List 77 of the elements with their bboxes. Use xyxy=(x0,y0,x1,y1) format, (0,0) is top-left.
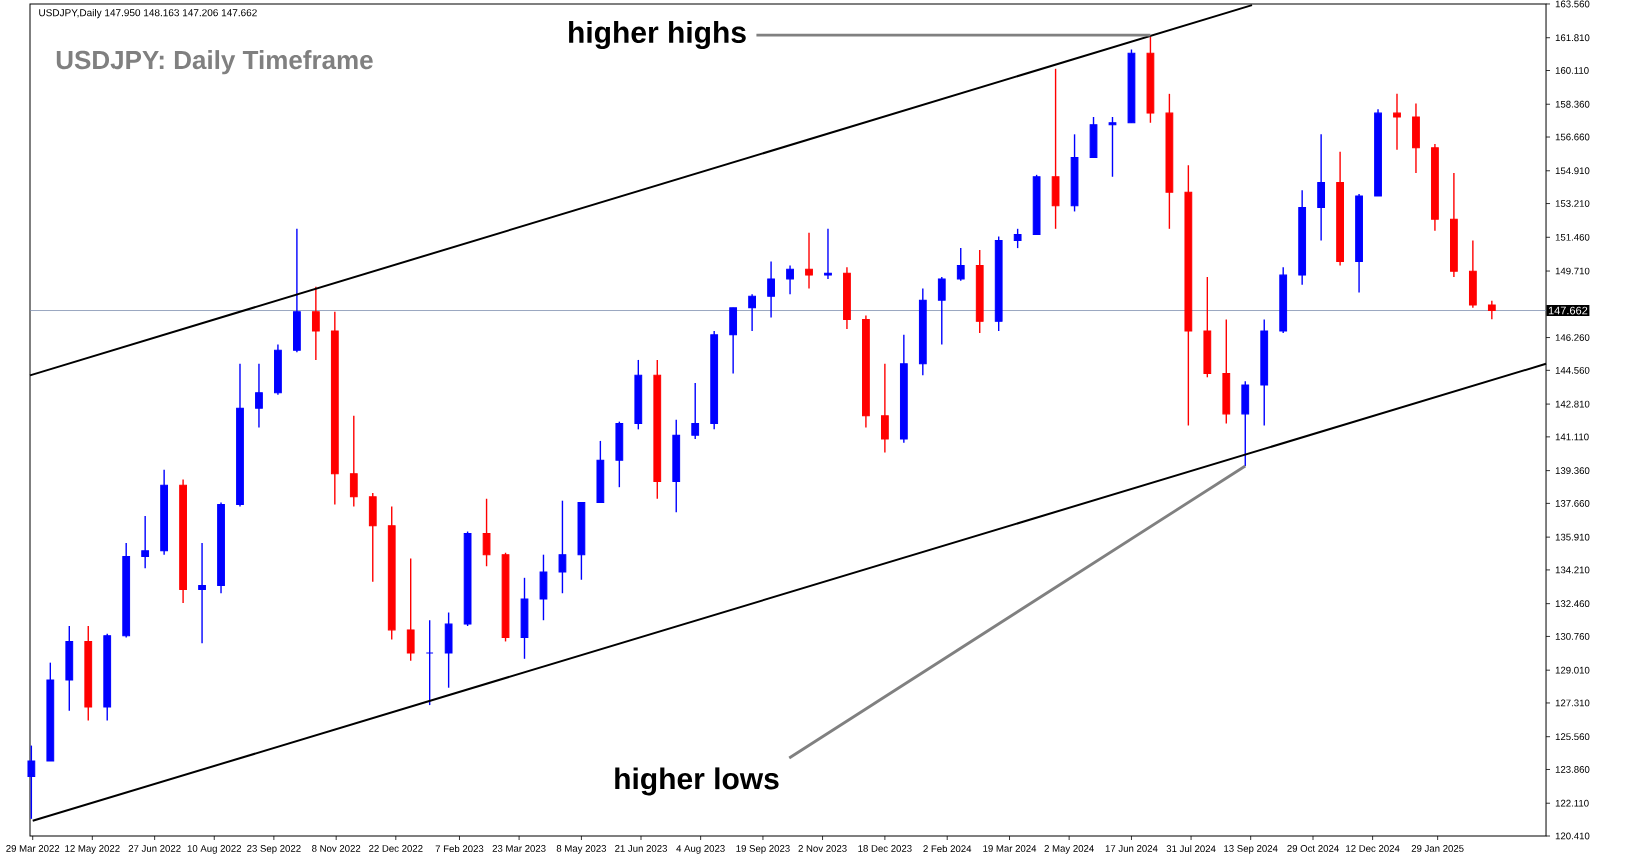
y-tick-label: 125.560 xyxy=(1555,733,1590,741)
candlestick xyxy=(27,744,36,820)
y-tick-label: 160.110 xyxy=(1555,67,1589,74)
y-tick-label: 142.810 xyxy=(1555,400,1590,408)
y-tick-label: 151.460 xyxy=(1555,233,1590,241)
y-tick-label: 122.110 xyxy=(1555,799,1589,807)
candlestick xyxy=(880,363,889,454)
chart-subtitle: USDJPY,Daily 147.950 148.163 147.206 147.662 xyxy=(39,8,257,19)
text: USDJPY: Daily Timeframe xyxy=(56,50,373,75)
candlestick xyxy=(1487,300,1496,321)
candlestick xyxy=(255,363,263,429)
y-tick-label: 137.660 xyxy=(1555,499,1590,507)
candlestick xyxy=(691,382,700,440)
candlestick xyxy=(748,293,756,332)
x-tick-label: 22 Dec 2022 xyxy=(369,845,423,852)
candlestick xyxy=(786,264,794,296)
y-tick-label: 139.360 xyxy=(1555,467,1590,475)
x-tick-label: 12 May 2022 xyxy=(65,845,120,854)
candlestick xyxy=(558,499,567,594)
candlestick xyxy=(406,557,415,662)
x-tick-label: 31 Jul 2024 xyxy=(1166,845,1216,853)
y-tick-label: 135.910 xyxy=(1555,533,1590,541)
y-tick-label: 129.010 xyxy=(1555,666,1590,674)
y-tick-label: 130.760 xyxy=(1555,633,1590,640)
y-tick-label: 161.810 xyxy=(1555,34,1590,42)
x-tick-label: 19 Mar 2024 xyxy=(983,845,1037,852)
candlestick xyxy=(425,619,434,706)
y-tick-label: 120.410 xyxy=(1555,832,1590,840)
x-tick-label: 29 Oct 2024 xyxy=(1287,845,1339,852)
candlestick xyxy=(1013,228,1022,249)
x-tick-label: 2 May 2024 xyxy=(1044,845,1094,854)
x-tick-label: 29 Mar 2022 xyxy=(6,845,60,852)
candlestick xyxy=(937,276,946,346)
candlestick xyxy=(311,285,320,361)
x-tick-label: 19 Sep 2023 xyxy=(736,845,790,854)
candlestick xyxy=(349,415,358,508)
candlestick xyxy=(141,515,150,569)
y-tick-label: 153.210 xyxy=(1555,200,1590,207)
y-tick-label: 132.460 xyxy=(1555,600,1590,608)
candlestick xyxy=(482,498,491,567)
ref-line-label: 147.662 xyxy=(1548,306,1588,315)
x-tick-label: 17 Jun 2024 xyxy=(1105,845,1158,852)
x-tick-label: 7 Feb 2023 xyxy=(435,845,484,853)
x-tick-label: 2 Feb 2024 xyxy=(923,845,972,853)
x-tick-label: 18 Dec 2023 xyxy=(858,845,912,852)
candlestick xyxy=(1393,93,1401,151)
x-tick-label: 23 Sep 2022 xyxy=(247,845,301,854)
x-tick-label: 8 May 2023 xyxy=(556,845,607,854)
y-tick-label: 123.860 xyxy=(1555,766,1590,773)
candlestick xyxy=(824,228,832,280)
y-tick-label: 154.910 xyxy=(1555,167,1590,175)
y-tick-label: 158.360 xyxy=(1555,100,1590,108)
annotation: higher lows xyxy=(615,767,779,796)
candlestick xyxy=(198,542,206,645)
y-tick-label: 149.710 xyxy=(1555,267,1590,275)
y-tick-label: 141.110 xyxy=(1555,433,1589,441)
x-tick-label: 21 Jun 2023 xyxy=(615,845,668,852)
x-tick-label: 2 Nov 2023 xyxy=(798,845,847,852)
x-tick-label: 23 Mar 2023 xyxy=(492,845,546,852)
y-tick-label: 163.560 xyxy=(1555,0,1590,8)
x-tick-label: 27 Jun 2022 xyxy=(128,845,181,852)
candlestick xyxy=(1108,116,1117,178)
y-tick-label: 156.660 xyxy=(1555,133,1590,141)
y-tick-label: 144.560 xyxy=(1555,366,1590,374)
x-tick-label: 12 Dec 2024 xyxy=(1346,845,1400,852)
x-tick-label: 4 Aug 2023 xyxy=(676,845,725,854)
x-tick-label: 8 Nov 2022 xyxy=(312,845,361,852)
candlestick xyxy=(767,260,775,319)
candlestick xyxy=(805,231,813,290)
y-tick-label: 134.210 xyxy=(1555,566,1590,574)
annotation: higher highs xyxy=(569,20,746,50)
y-tick-label: 146.260 xyxy=(1555,334,1590,341)
x-tick-label: 10 Aug 2022 xyxy=(187,845,241,854)
x-tick-label: 13 Sep 2024 xyxy=(1224,845,1278,854)
x-tick-label: 29 Jan 2025 xyxy=(1411,845,1464,852)
y-tick-label: 127.310 xyxy=(1555,699,1590,707)
candlestick xyxy=(956,247,965,282)
